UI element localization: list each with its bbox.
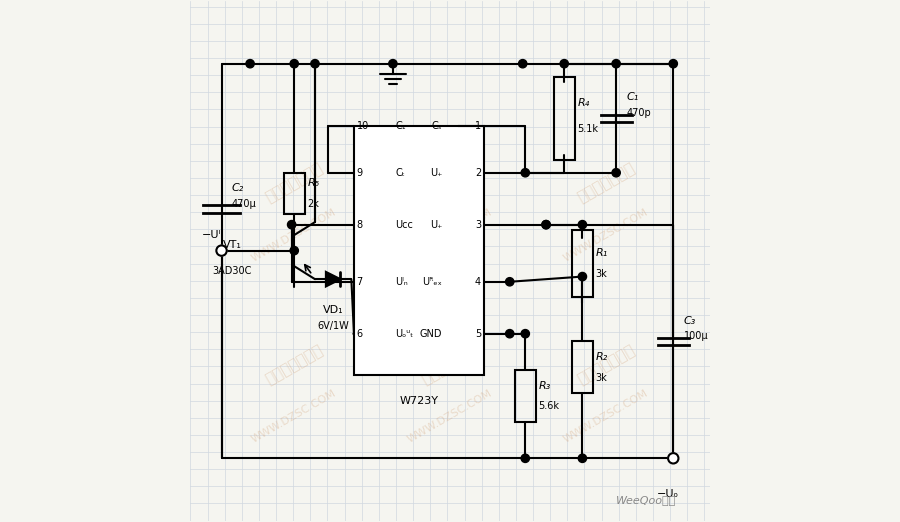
- Text: 2k: 2k: [307, 199, 320, 209]
- Text: R₁: R₁: [596, 248, 608, 258]
- Circle shape: [310, 60, 320, 68]
- Circle shape: [578, 272, 587, 281]
- Text: 5.1k: 5.1k: [577, 124, 598, 134]
- Text: WWW.DZSC.COM: WWW.DZSC.COM: [562, 207, 650, 264]
- Text: C₂: C₂: [232, 183, 244, 193]
- Text: VD₁: VD₁: [323, 305, 344, 315]
- Text: 维库电子市场网: 维库电子市场网: [418, 342, 482, 387]
- Text: Uᴄᴄ: Uᴄᴄ: [395, 220, 413, 230]
- Text: 2: 2: [475, 168, 482, 177]
- Circle shape: [612, 60, 620, 68]
- Text: C₁: C₁: [626, 92, 639, 102]
- Text: Uᴿₑₓ: Uᴿₑₓ: [422, 277, 442, 287]
- Text: GND: GND: [419, 329, 442, 339]
- Text: 9: 9: [356, 168, 363, 177]
- Text: WWW.DZSC.COM: WWW.DZSC.COM: [562, 388, 650, 445]
- Circle shape: [578, 220, 587, 229]
- Text: WWW.DZSC.COM: WWW.DZSC.COM: [406, 388, 494, 445]
- Text: 3k: 3k: [596, 373, 608, 383]
- Circle shape: [578, 454, 587, 462]
- Text: R₂: R₂: [596, 352, 608, 362]
- Text: W723Y: W723Y: [400, 396, 438, 406]
- Text: 3: 3: [475, 220, 482, 230]
- Text: R₄: R₄: [577, 98, 590, 108]
- Bar: [284, 173, 304, 214]
- Text: Cₜ: Cₜ: [395, 168, 405, 177]
- Text: 维库电子市场网: 维库电子市场网: [574, 161, 637, 206]
- Circle shape: [290, 246, 299, 255]
- Text: 470p: 470p: [626, 108, 652, 118]
- Text: R₃: R₃: [538, 381, 551, 390]
- Circle shape: [669, 60, 678, 68]
- Text: 10: 10: [356, 121, 369, 131]
- Text: −Uₒ: −Uₒ: [657, 490, 680, 500]
- Text: 3k: 3k: [596, 269, 608, 279]
- Bar: [354, 126, 483, 375]
- Bar: [554, 77, 574, 160]
- Text: U₊: U₊: [430, 220, 442, 230]
- Circle shape: [518, 60, 526, 68]
- Text: WWW.DZSC.COM: WWW.DZSC.COM: [250, 207, 338, 264]
- Text: Cₛ: Cₛ: [432, 121, 442, 131]
- Text: Uᴵₙ: Uᴵₙ: [395, 277, 409, 287]
- Text: 100μ: 100μ: [684, 331, 708, 341]
- Text: −Uᴵ: −Uᴵ: [202, 230, 221, 240]
- Text: 维库电子市场网: 维库电子市场网: [418, 161, 482, 206]
- Text: 6: 6: [356, 329, 363, 339]
- Text: C₁: C₁: [395, 121, 406, 131]
- Circle shape: [287, 220, 296, 229]
- Text: 3AD30C: 3AD30C: [212, 266, 252, 276]
- Circle shape: [290, 60, 299, 68]
- Text: U₊: U₊: [430, 168, 442, 177]
- Circle shape: [506, 329, 514, 338]
- Text: 5: 5: [475, 329, 482, 339]
- Text: Uₒᵘₜ: Uₒᵘₜ: [395, 329, 414, 339]
- Text: 8: 8: [356, 220, 363, 230]
- Text: 470μ: 470μ: [232, 199, 256, 209]
- Bar: [515, 370, 536, 422]
- Text: 维库电子市场网: 维库电子市场网: [574, 342, 637, 387]
- Circle shape: [246, 60, 255, 68]
- Text: VT₁: VT₁: [222, 241, 241, 251]
- Text: 维库电子市场网: 维库电子市场网: [263, 342, 326, 387]
- Text: 7: 7: [356, 277, 363, 287]
- Circle shape: [506, 278, 514, 286]
- Circle shape: [216, 245, 227, 256]
- Bar: [572, 230, 593, 298]
- Text: R₅: R₅: [307, 178, 320, 188]
- Text: WWW.DZSC.COM: WWW.DZSC.COM: [406, 207, 494, 264]
- Circle shape: [612, 169, 620, 177]
- Text: 6V/1W: 6V/1W: [318, 321, 349, 331]
- Text: 4: 4: [475, 277, 482, 287]
- Circle shape: [542, 220, 550, 229]
- Circle shape: [668, 453, 679, 464]
- Polygon shape: [326, 272, 340, 287]
- Circle shape: [389, 60, 397, 68]
- Text: 5.6k: 5.6k: [538, 401, 559, 411]
- Circle shape: [542, 220, 550, 229]
- Bar: [572, 341, 593, 394]
- Text: C₃: C₃: [684, 316, 696, 326]
- Circle shape: [521, 454, 529, 462]
- Text: WeeQoo维库: WeeQoo维库: [616, 495, 677, 505]
- Text: 1: 1: [475, 121, 482, 131]
- Text: 维库电子市场网: 维库电子市场网: [263, 161, 326, 206]
- Text: WWW.DZSC.COM: WWW.DZSC.COM: [250, 388, 338, 445]
- Circle shape: [560, 60, 569, 68]
- Circle shape: [521, 169, 529, 177]
- Circle shape: [521, 329, 529, 338]
